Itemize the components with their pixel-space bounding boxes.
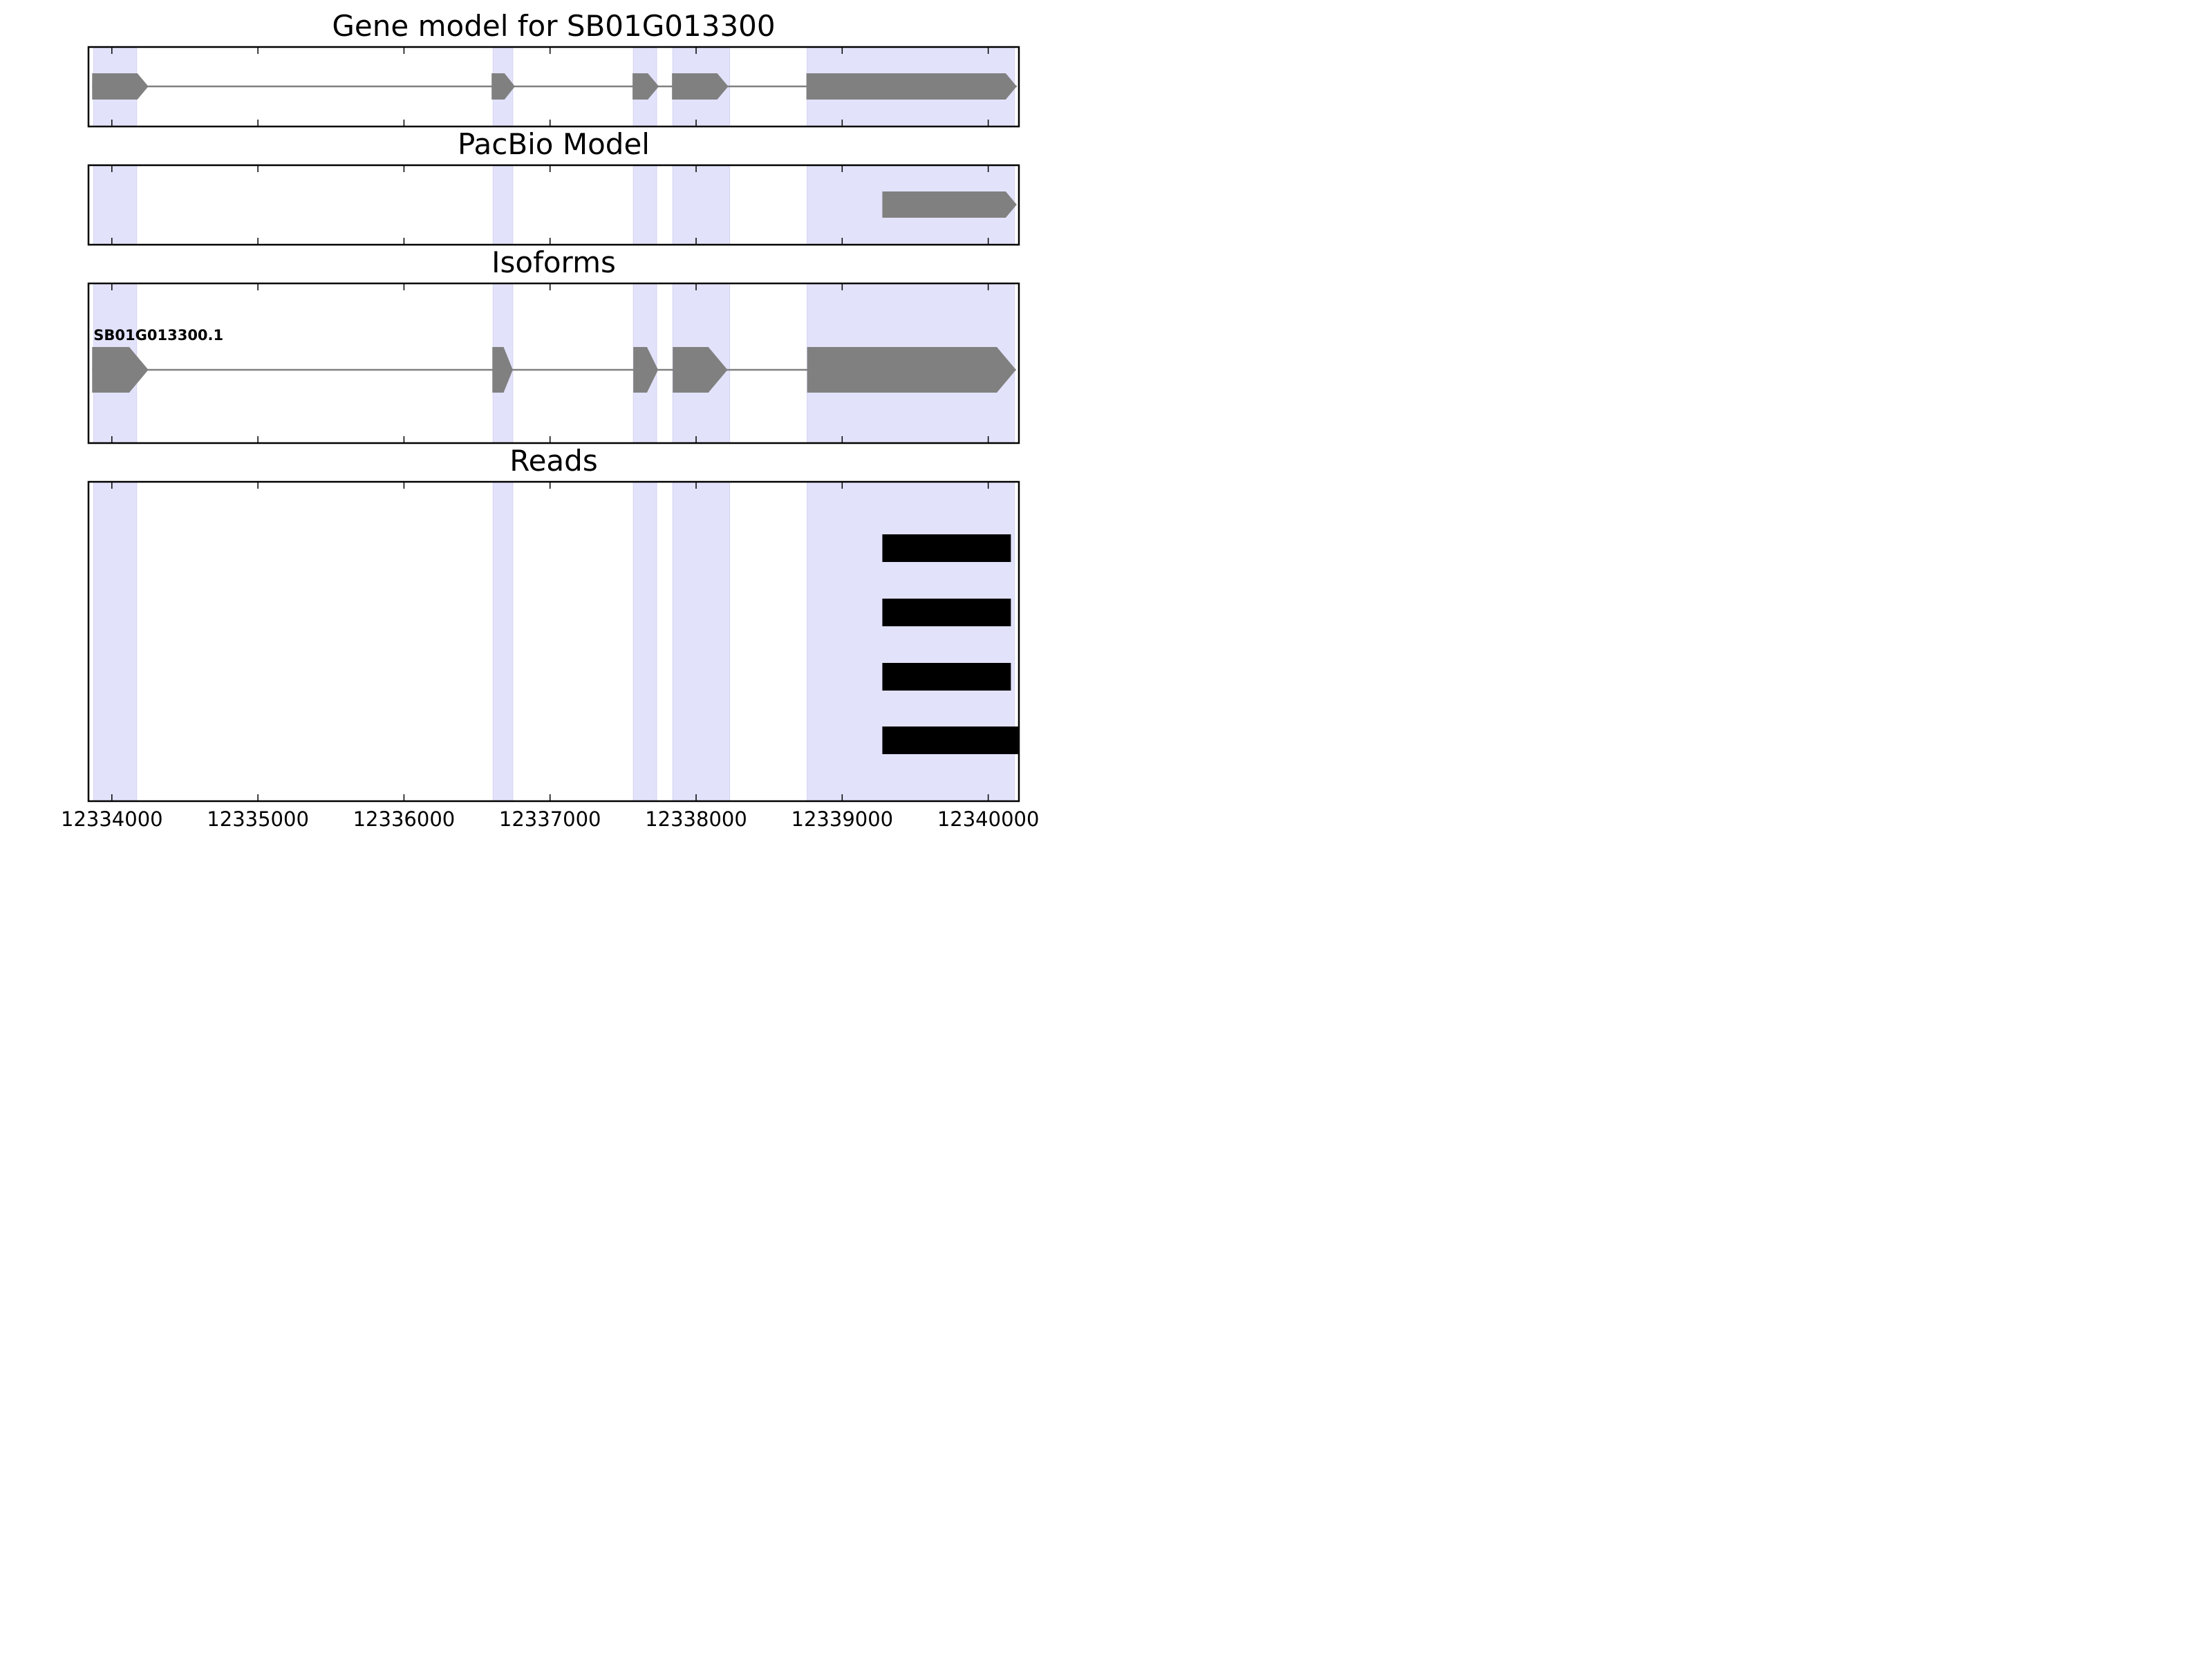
x-tick-label: 12336000 xyxy=(353,807,456,830)
x-tick-label: 12335000 xyxy=(207,807,309,830)
read-bar xyxy=(882,599,1011,626)
exon-arrow xyxy=(92,347,149,393)
x-tick-label: 12338000 xyxy=(645,807,747,830)
panel-frame xyxy=(87,480,1020,803)
exon-arrow xyxy=(882,191,1017,218)
exon-arrow xyxy=(672,73,729,100)
isoform-label: SB01G013300.1 xyxy=(93,327,223,344)
x-tick-label: 12339000 xyxy=(791,807,894,830)
panels-layer: Gene model for SB01G013300 PacBio Model Is… xyxy=(87,9,1020,803)
panel-gene-1: PacBio Model xyxy=(87,127,1020,246)
panel-title: Reads xyxy=(509,444,597,478)
exon-highlight-band xyxy=(632,165,657,245)
exon-highlight-band xyxy=(672,481,731,802)
x-tick-label: 12334000 xyxy=(61,807,163,830)
panel-title: Isoforms xyxy=(491,245,616,279)
exon-highlight-band xyxy=(492,165,514,245)
panel-frame xyxy=(87,164,1020,246)
read-bar xyxy=(882,534,1011,562)
exon-arrow xyxy=(632,73,659,100)
x-tick-label: 12340000 xyxy=(937,807,1040,830)
exon-highlight-band xyxy=(93,165,138,245)
exon-highlight-band xyxy=(672,165,731,245)
read-bar xyxy=(882,727,1018,754)
panel-reads-3: Reads xyxy=(87,444,1020,803)
exon-highlight-band xyxy=(492,481,514,802)
exon-arrow xyxy=(92,73,149,100)
exon-arrow xyxy=(806,73,1017,100)
exon-arrow xyxy=(491,73,516,100)
x-axis: 12334000 12335000 12336000 12337000 12338000… xyxy=(61,807,1039,830)
exon-highlight-band xyxy=(93,481,138,802)
panel-isoform-2: Isoforms SB01G013300.1 xyxy=(87,245,1020,444)
panel-title: PacBio Model xyxy=(458,127,650,161)
gene-track-chart: Gene model for SB01G013300 PacBio Model Is… xyxy=(61,9,1039,830)
panel-frame xyxy=(87,282,1020,444)
exon-highlight-band xyxy=(632,481,657,802)
exon-arrow xyxy=(633,347,659,393)
panel-title: Gene model for SB01G013300 xyxy=(332,9,775,43)
panel-frame xyxy=(87,46,1020,128)
x-tick-label: 12337000 xyxy=(499,807,601,830)
panel-gene-0: Gene model for SB01G013300 xyxy=(87,9,1020,128)
exon-arrow xyxy=(492,347,513,393)
exon-arrow xyxy=(673,347,728,393)
exon-arrow xyxy=(807,347,1016,393)
read-bar xyxy=(882,663,1011,691)
